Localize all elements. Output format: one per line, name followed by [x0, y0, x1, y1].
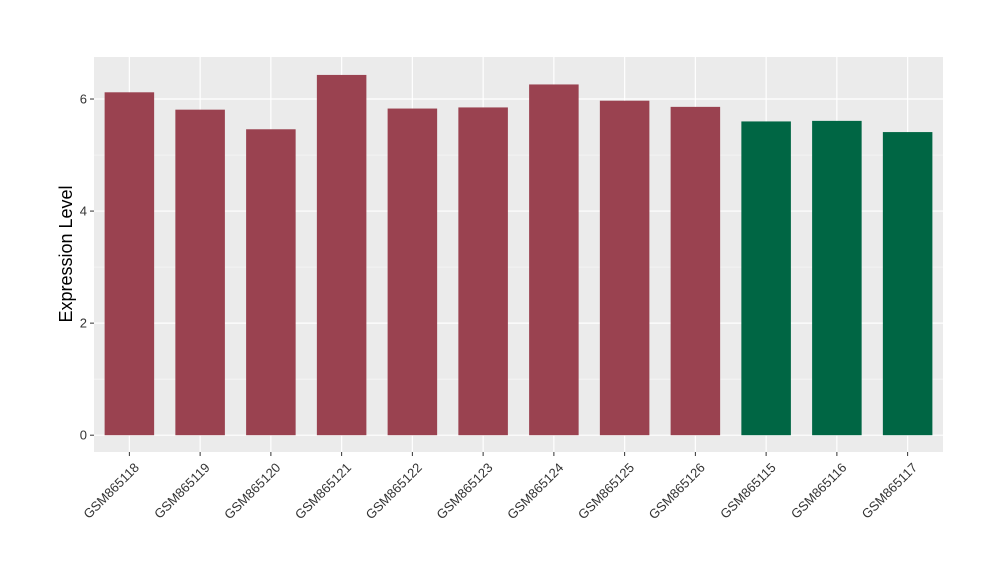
bar-GSM865115 — [741, 121, 791, 436]
x-tick-label: GSM865121 — [292, 460, 354, 522]
y-tick-label: 6 — [80, 92, 87, 107]
bar-GSM865120 — [246, 129, 296, 436]
plot-panel — [94, 57, 943, 452]
x-tick-label: GSM865123 — [433, 460, 495, 522]
bar-GSM865117 — [882, 132, 933, 436]
y-tick-label: 0 — [80, 428, 87, 443]
y-tick-label: 2 — [80, 316, 87, 331]
x-tick-label: GSM865119 — [151, 460, 213, 522]
bar-GSM865119 — [175, 109, 225, 436]
bars — [104, 74, 933, 436]
x-tick-label: GSM865120 — [221, 460, 283, 522]
x-tick-label: GSM865118 — [80, 460, 142, 522]
y-tick-label: 4 — [80, 204, 87, 219]
bar-GSM865116 — [812, 120, 862, 436]
bar-GSM865123 — [458, 107, 508, 436]
x-axis: GSM865118 GSM865119 GSM865120 GSM865121 GSM8… — [80, 452, 920, 522]
bar-GSM865121 — [316, 74, 367, 436]
x-tick-label: GSM865115 — [717, 460, 779, 522]
x-tick-label: GSM865124 — [504, 460, 566, 522]
y-axis-title: Expression Level — [56, 185, 76, 322]
bar-GSM865118 — [104, 92, 155, 436]
bar-GSM865124 — [529, 84, 579, 436]
minor-gridlines — [94, 154, 943, 380]
y-axis: 0 2 4 6 — [80, 92, 94, 443]
bar-GSM865125 — [599, 100, 650, 436]
x-tick-label: GSM865122 — [363, 460, 425, 522]
bar-GSM865122 — [387, 108, 438, 436]
x-tick-label: GSM865116 — [788, 460, 850, 522]
x-tick-label: GSM865117 — [859, 460, 921, 522]
bar-GSM865126 — [670, 106, 721, 436]
x-tick-label: GSM865125 — [575, 460, 637, 522]
x-tick-label: GSM865126 — [646, 460, 708, 522]
